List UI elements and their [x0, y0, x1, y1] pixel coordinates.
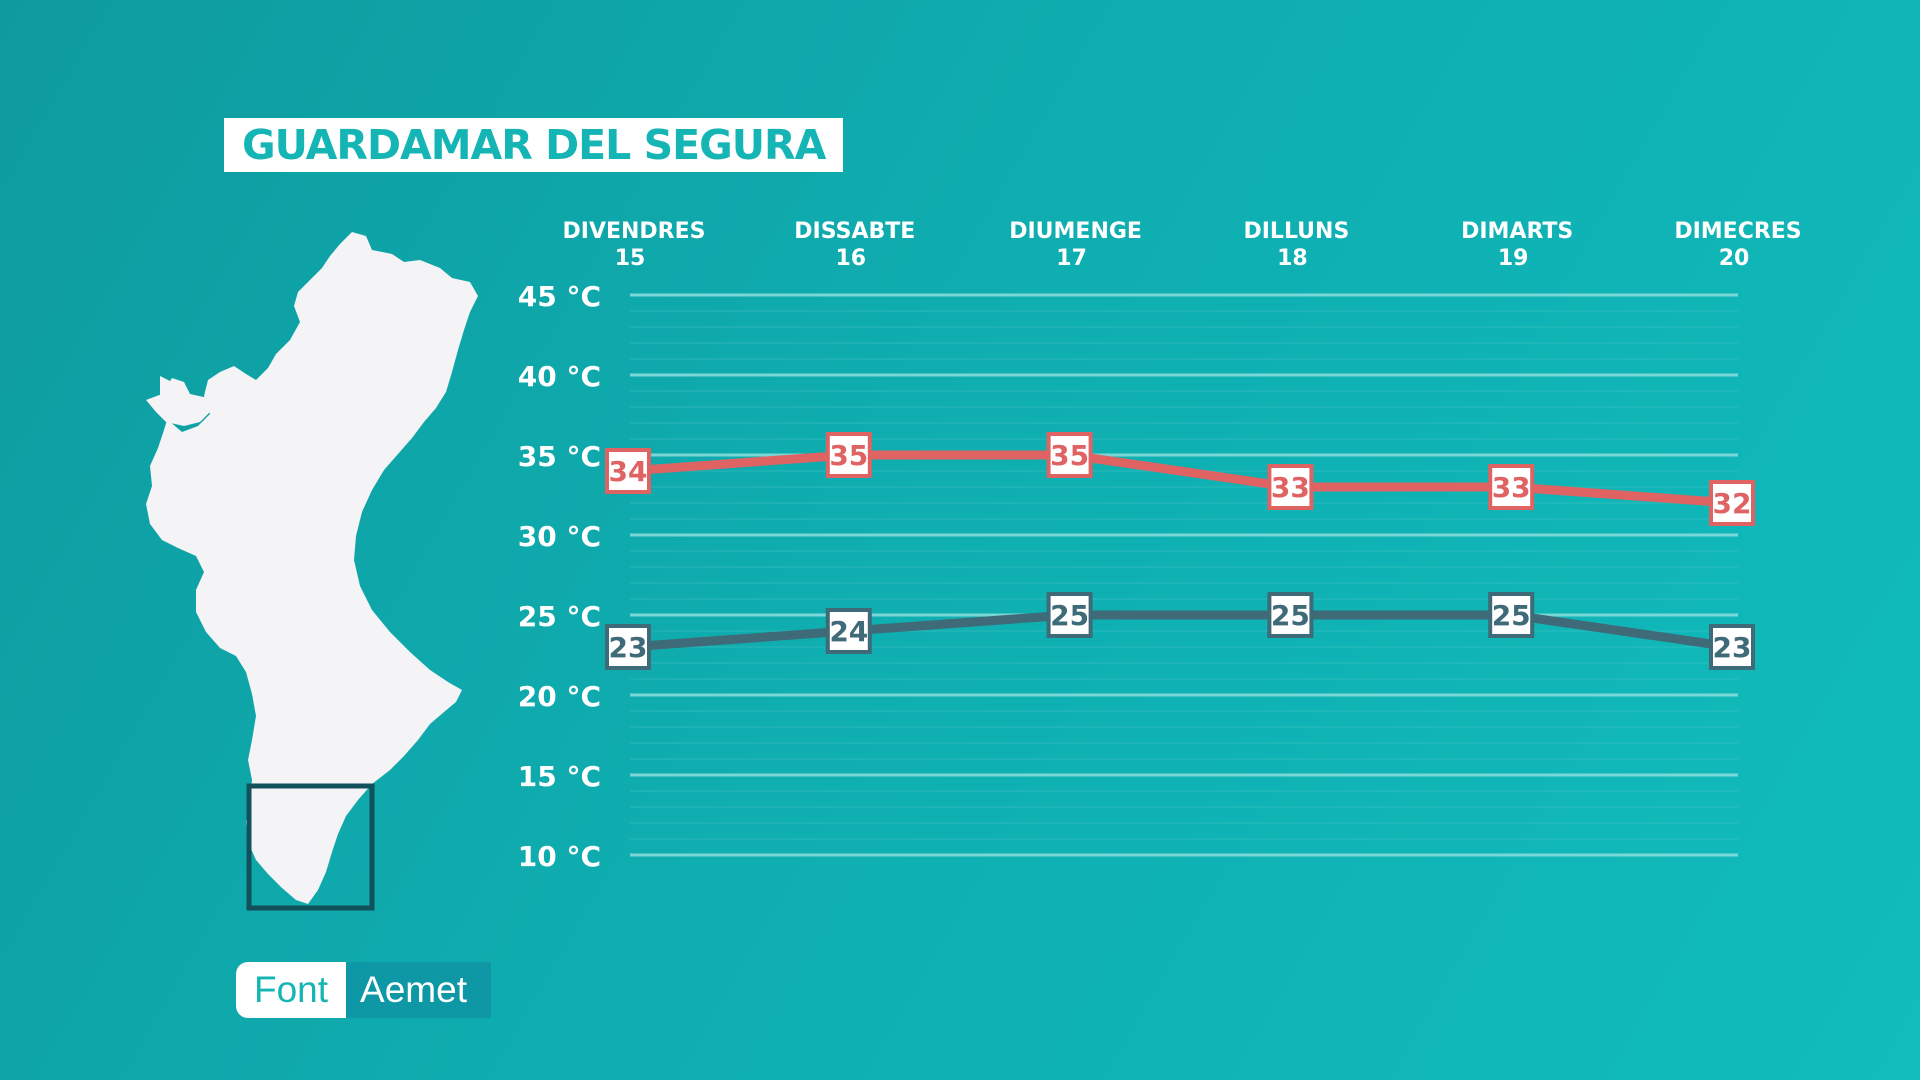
- x-tick-day: DISSABTE: [794, 219, 915, 244]
- data-point-max: 35: [1046, 432, 1093, 478]
- data-label-box: [605, 448, 651, 494]
- x-tick-date: 20: [1719, 246, 1750, 271]
- data-label-box: [825, 432, 872, 478]
- data-label-box: [1709, 480, 1755, 526]
- y-tick-label: 40 °C: [518, 360, 601, 393]
- grid-layer: [630, 293, 1738, 857]
- source-badge: Font Aemet: [236, 962, 491, 1018]
- data-point-min: 25: [1046, 592, 1093, 638]
- y-tick-label: 20 °C: [518, 680, 601, 713]
- series-line-max: [623, 450, 1737, 508]
- region-map-island: [146, 378, 212, 426]
- data-label: 35: [829, 439, 868, 472]
- data-point-min: 24: [825, 608, 872, 654]
- region-map-shape: [146, 232, 478, 904]
- highlight-box: [246, 783, 375, 911]
- data-label: 25: [1271, 599, 1310, 632]
- x-tick-day: DILLUNS: [1243, 219, 1349, 244]
- data-label: 25: [1492, 599, 1531, 632]
- y-tick-label: 10 °C: [518, 840, 601, 873]
- data-label-box: [1488, 464, 1535, 510]
- x-tick-date: 19: [1498, 246, 1529, 271]
- data-label-box: [1488, 592, 1535, 638]
- y-tick-label: 35 °C: [518, 440, 601, 473]
- data-label: 24: [829, 615, 868, 648]
- data-label: 23: [1713, 631, 1752, 664]
- y-tick-label: 30 °C: [518, 520, 601, 553]
- data-label: 23: [609, 631, 648, 664]
- x-tick-day: DIMARTS: [1461, 219, 1573, 244]
- data-label-box: [1046, 592, 1093, 638]
- data-label: 34: [609, 455, 648, 488]
- x-tick-date: 18: [1277, 246, 1308, 271]
- x-tick-date: 16: [835, 246, 866, 271]
- data-label-box: [605, 624, 651, 670]
- data-point-min: 23: [605, 624, 651, 670]
- data-label: 25: [1050, 599, 1089, 632]
- data-point-max: 33: [1267, 464, 1314, 510]
- y-axis-ticks: 45 °C 40 °C 35 °C 30 °C 25 °C 20 °C 15 °C 10 °C: [518, 280, 601, 873]
- data-label: 33: [1492, 471, 1531, 504]
- data-label-box: [1709, 624, 1755, 670]
- series-line-min: [623, 610, 1737, 652]
- data-label: 32: [1713, 487, 1752, 520]
- x-tick-day: DIVENDRES: [563, 219, 706, 244]
- title-box: GUARDAMAR DEL SEGURA: [224, 118, 844, 172]
- x-tick-day: DIUMENGE: [1009, 219, 1142, 244]
- y-tick-label: 15 °C: [518, 760, 601, 793]
- data-point-max: 32: [1709, 480, 1755, 526]
- source-label: Font: [236, 962, 347, 1018]
- x-tick-date: 15: [615, 246, 646, 271]
- data-point-max: 34: [605, 448, 651, 494]
- data-point-min: 23: [1709, 624, 1755, 670]
- data-point-min: 25: [1488, 592, 1535, 638]
- data-point-max: 35: [825, 432, 872, 478]
- x-tick-day: DIMECRES: [1674, 219, 1801, 244]
- y-tick-label: 25 °C: [518, 600, 601, 633]
- data-point-max: 33: [1488, 464, 1535, 510]
- source-value: Aemet: [346, 962, 491, 1018]
- data-label: 33: [1271, 471, 1310, 504]
- data-point-min: 25: [1267, 592, 1314, 638]
- data-label-box: [1267, 592, 1314, 638]
- data-label-box: [825, 608, 872, 654]
- data-label-box: [1046, 432, 1093, 478]
- data-label: 35: [1050, 439, 1089, 472]
- series-layer: 34 35 35 33 33 32 23 24 25 25 25 23: [605, 432, 1755, 670]
- y-tick-label: 45 °C: [518, 280, 601, 313]
- x-tick-date: 17: [1056, 246, 1087, 271]
- data-label-box: [1267, 464, 1314, 510]
- chart-title: GUARDAMAR DEL SEGURA: [242, 121, 826, 169]
